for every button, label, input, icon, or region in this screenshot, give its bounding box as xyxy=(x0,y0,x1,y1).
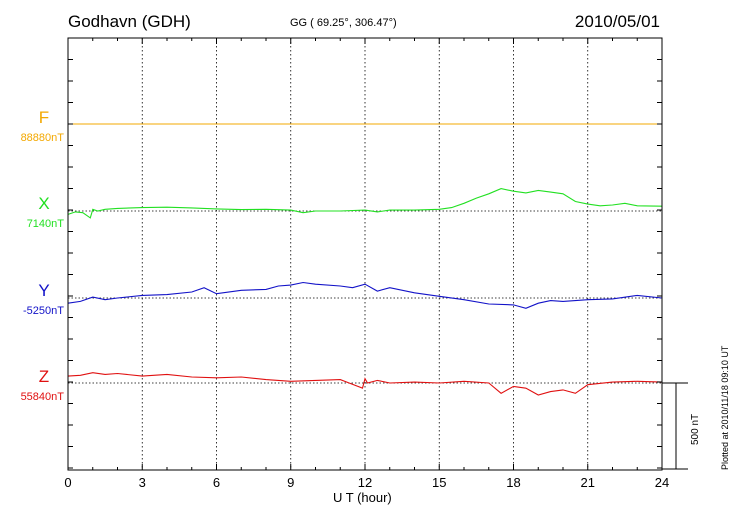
component-baseline-z: 55840nT xyxy=(20,391,64,403)
series-layer xyxy=(67,123,663,396)
series-line-y xyxy=(67,281,663,309)
x-tick-label-12: 12 xyxy=(358,475,372,490)
station-title: Godhavn (GDH) xyxy=(68,12,191,31)
plot-date: 2010/05/01 xyxy=(574,12,660,31)
station-coordinates: GG ( 69.25°, 306.47°) xyxy=(290,17,397,29)
x-tick-label-0: 0 xyxy=(64,475,71,490)
x-tick-label-6: 6 xyxy=(213,475,220,490)
component-baseline-y: -5250nT xyxy=(23,305,64,317)
series-line-x xyxy=(67,188,663,219)
x-tick-label-21: 21 xyxy=(581,475,595,490)
grid-layer xyxy=(141,38,589,470)
x-axis-label: U T (hour) xyxy=(333,490,392,505)
component-letter-x: X xyxy=(38,194,50,213)
component-letter-y: Y xyxy=(38,281,50,300)
x-tick-label-18: 18 xyxy=(506,475,520,490)
plotted-timestamp: Plotted at 2010/11/18 09:10 UT xyxy=(720,345,730,470)
x-tick-label-9: 9 xyxy=(287,475,294,490)
x-tick-label-15: 15 xyxy=(432,475,446,490)
tick-layer: 0 3 6 9 12 15 18 21 24 xyxy=(64,38,669,490)
x-tick-label-24: 24 xyxy=(655,475,669,490)
component-baseline-f: 88880nT xyxy=(20,132,64,144)
scale-bar xyxy=(662,382,688,470)
component-letter-f: F xyxy=(38,108,50,127)
component-baseline-x: 7140nT xyxy=(26,218,64,230)
scale-bar-label: 500 nT xyxy=(690,413,701,445)
series-line-z xyxy=(67,372,663,396)
x-tick-label-3: 3 xyxy=(139,475,146,490)
component-letter-z: Z xyxy=(38,367,50,386)
